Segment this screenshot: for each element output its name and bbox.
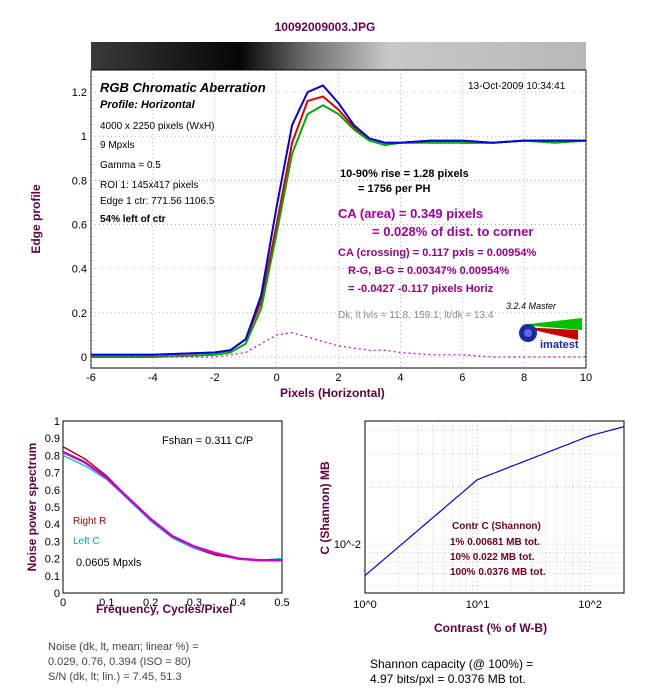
info-line-3: Gamma = 0.5 <box>100 160 161 171</box>
x-tick-label: 0 <box>60 597 66 609</box>
y-tick-label: 0.6 <box>45 485 60 497</box>
rg-bg-pixels: = -0.0427 -0.117 pixels Horiz <box>348 283 494 295</box>
series-line-fit <box>62 450 282 562</box>
shannon-capacity-2: 4.97 bits/pxl = 0.0376 MB tot. <box>370 672 526 686</box>
legend-left-c: Left C <box>73 536 100 547</box>
x-tick-label: 0.2 <box>143 597 158 609</box>
panel2-xlabel: Frequency, Cycles/Pixel <box>96 602 233 616</box>
x-tick-label: 10 <box>580 372 592 384</box>
x-tick-label: 0.3 <box>187 597 202 609</box>
x-tick-label: 10^2 <box>578 599 602 611</box>
y-tick-label: 1 <box>81 131 87 143</box>
panel1-title: RGB Chromatic Aberration <box>100 80 266 95</box>
y-tick-label: 0 <box>54 588 60 600</box>
y-tick-label: 0.8 <box>72 175 87 187</box>
x-tick-label: 0 <box>274 372 280 384</box>
info-line-1: 4000 x 2250 pixels (WxH) <box>100 121 215 132</box>
noise-line-1: Noise (dk, lt, mean; linear %) = <box>48 641 199 653</box>
x-tick-label: 0.5 <box>274 597 289 609</box>
fshan-label: Fshan = 0.311 C/P <box>162 435 254 447</box>
info-line-4: ROI 1: 145x417 pixels <box>100 180 199 191</box>
y-tick-label: 0.2 <box>45 554 60 566</box>
panel1-tick-labels: -6 -4 -2 0 2 4 6 8 10 0 0.2 0.4 0.6 0.8 1 1.2 <box>72 87 592 384</box>
panel1-xlabel: Pixels (Horizontal) <box>280 386 385 400</box>
ca-area-2: = 0.028% of dist. to corner <box>372 224 534 239</box>
panel3-grid <box>365 421 624 593</box>
info-line-5: Edge 1 ctr: 771.56 1106.5 <box>100 196 215 207</box>
x-tick-label: 0.4 <box>231 597 246 609</box>
timestamp: 13-Oct-2009 10:34:41 <box>468 81 566 92</box>
y-tick-label: 0.5 <box>45 502 60 514</box>
panel3-frame <box>364 420 625 594</box>
y-tick-label: 0.4 <box>72 264 87 276</box>
y-tick-label: 0.1 <box>45 571 60 583</box>
shannon-capacity-1: Shannon capacity (@ 100%) = <box>370 657 534 671</box>
panel1-series <box>91 84 587 358</box>
panel3-series <box>364 426 625 576</box>
imatest-logo-icon <box>519 318 582 342</box>
left-of-ctr: 54% left of ctr <box>100 214 166 225</box>
y-tick-label: 0.6 <box>72 220 87 232</box>
noise-line-3: S/N (dk, lt; lin.) = 7.45, 51.3 <box>48 671 182 683</box>
x-tick-label: 8 <box>521 372 527 384</box>
x-tick-label: -6 <box>86 372 96 384</box>
y-tick-label: 0 <box>81 352 87 364</box>
version-label: 3.2.4 Master <box>506 301 557 311</box>
y-tick-label: 0.7 <box>45 468 60 480</box>
x-tick-label: 0.1 <box>99 597 114 609</box>
shannon-row-2: 10% 0.022 MB tot. <box>450 552 535 563</box>
series-line-b <box>91 84 586 356</box>
rise-line-1: 10-90% rise = 1.28 pixels <box>340 168 469 180</box>
series-line-shannon <box>364 426 625 576</box>
y-tick-label: 1 <box>54 416 60 428</box>
panel2-tick-labels: 0 0.1 0.2 0.3 0.4 0.5 0 0.1 0.2 0.3 0.4 0.5 0.6 0.7 0.… <box>45 416 290 609</box>
x-tick-label: 10^0 <box>353 599 377 611</box>
panel3-ylabel: C (Shannon) MB <box>318 461 332 555</box>
panel2-series <box>62 446 283 562</box>
dk-lt-levels: Dk, lt lvls = 11.8, 159.1; lt/dk = 13.4 <box>338 310 494 321</box>
ca-crossing: CA (crossing) = 0.117 pxls = 0.00954% <box>338 247 537 259</box>
noise-line-2: 0.029, 0.76, 0.394 (ISO = 80) <box>48 656 191 668</box>
profile-label: Profile: Horizontal <box>100 99 195 111</box>
y-tick-label: 0.9 <box>45 433 60 445</box>
mpxls-label: 0.0605 Mpxls <box>76 557 142 569</box>
x-tick-label: 10^1 <box>466 599 490 611</box>
shannon-row-3: 100% 0.0376 MB tot. <box>450 567 546 578</box>
imatest-logo-text: imatest <box>540 339 579 351</box>
y-tick-label: 0.3 <box>45 536 60 548</box>
y-tick-label: 10^-2 <box>334 539 361 551</box>
shannon-table-header: Contr C (Shannon) <box>452 521 541 532</box>
rise-line-2: = 1756 per PH <box>358 183 431 195</box>
panel2-frame <box>62 420 283 594</box>
edge-gradient-strip <box>91 42 586 70</box>
y-tick-label: 0.8 <box>45 450 60 462</box>
y-tick-label: 1.2 <box>72 87 87 99</box>
panel3-tick-labels: 10^0 10^1 10^2 10^-2 <box>334 539 602 611</box>
x-tick-label: -4 <box>148 372 158 384</box>
y-tick-label: 0.4 <box>45 519 60 531</box>
x-tick-label: 4 <box>397 372 403 384</box>
info-line-2: 9 Mpxls <box>100 140 135 151</box>
panel3-xlabel: Contrast (% of W-B) <box>434 621 548 635</box>
panel2-ylabel: Noise power spectrum <box>25 442 39 572</box>
rg-bg-percent: R-G, B-G = 0.00347% 0.00954% <box>348 265 510 277</box>
x-tick-label: 6 <box>459 372 465 384</box>
ca-area-1: CA (area) = 0.349 pixels <box>338 206 484 221</box>
legend-right-r: Right R <box>73 516 107 527</box>
shannon-row-1: 1% 0.00681 MB tot. <box>450 537 541 548</box>
y-tick-label: 0.2 <box>72 308 87 320</box>
panel1-ylabel: Edge profile <box>29 184 43 254</box>
x-tick-label: -2 <box>210 372 220 384</box>
x-tick-label: 2 <box>335 372 341 384</box>
file-title: 10092009003.JPG <box>274 20 376 34</box>
